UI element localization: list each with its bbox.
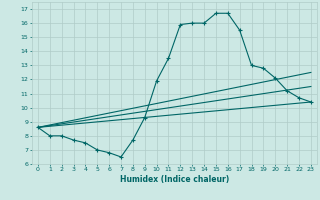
X-axis label: Humidex (Indice chaleur): Humidex (Indice chaleur): [120, 175, 229, 184]
